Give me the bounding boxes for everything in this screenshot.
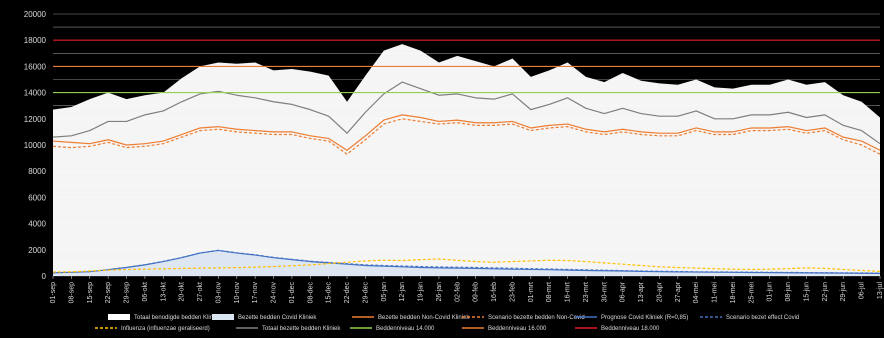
y-tick-label: 14000 [24,89,47,98]
legend-item: Scenario bezette bedden Non-Covid [462,315,585,321]
legend-label: Influenza (influenzae geraliseerd) [121,326,210,332]
x-tick-label: 16-feb [491,282,498,302]
y-tick-label: 8000 [28,167,46,176]
y-tick-label: 18000 [24,36,47,45]
line-series-3 [52,118,881,155]
x-tick-label: 20-okt [179,282,186,302]
x-tick-label: 01-jun [767,282,774,302]
legend-label: Beddenniveau 18.000 [601,326,660,332]
legend-label: Bezette bedden Covid Kliniek [238,315,317,321]
x-tick-label: 18-mei [730,282,737,304]
x-tick-label: 10-nov [234,282,241,304]
legend-item: Beddenniveau 18.000 [575,326,660,332]
line-series [52,39,881,274]
x-tick-label: 15-jun [803,282,810,302]
x-tick-label: 20-apr [656,281,663,302]
x-tick-label: 22-jun [822,282,829,302]
x-tick-label: 22-sep [105,282,112,304]
x-tick-label: 09-feb [473,282,480,302]
x-tick-label: 27-apr [675,281,682,302]
legend-label: Totaal bezette bedden Kliniek [262,326,341,332]
x-axis: 01-sep 08-sep 15-sep 22-sep 29-sep 06-okt 13-o… [50,276,884,303]
area-series-1 [53,250,880,276]
x-tick-label: 23-feb [509,282,516,302]
x-tick-label: 16-mrt [565,282,572,302]
legend: Totaal benodigde bedden Kliniek Bezette b… [95,314,799,332]
x-tick-label: 29-dec [362,282,369,304]
legend-label: Beddenniveau 16.000 [488,326,547,332]
x-tick-label: 01-dec [289,282,296,304]
legend-item: Totaal benodigde bedden Kliniek [108,314,222,321]
legend-item: Bezette bedden Covid Kliniek [212,314,317,321]
x-tick-label: 13-jul [877,282,884,300]
x-tick-label: 13-okt [160,282,167,302]
line-series-5 [52,249,881,274]
legend-label: Beddenniveau 14.000 [376,326,435,332]
legend-item: Totaal bezette bedden Kliniek [236,326,341,332]
x-tick-label: 01-mrt [528,282,535,302]
x-tick-label: 05-jan [381,282,388,302]
y-tick-label: 12000 [24,115,47,124]
x-tick-label: 06-apr [620,281,627,302]
legend-label: Prognose Covid Kliniek (R=0,85) [601,315,688,321]
legend-item: Bezette bedden Non-Covid Kliniek [352,315,470,321]
x-tick-label: 26-jan [436,282,443,302]
x-tick-label: 23-mrt [583,282,590,302]
x-tick-label: 29-jun [840,282,847,302]
y-tick-label: 6000 [28,193,46,202]
x-tick-label: 11-mei [712,282,719,303]
x-tick-label: 19-jan [418,282,425,302]
y-tick-label: 0 [42,272,47,281]
x-tick-label: 15-dec [326,282,333,304]
x-tick-label: 12-jan [399,282,406,302]
y-axis: 0 2000 4000 6000 8000 10000 12000 14000 16000 180… [24,10,47,281]
x-tick-label: 27-okt [197,282,204,302]
y-tick-label: 10000 [24,141,47,150]
x-tick-label: 17-nov [252,282,259,304]
x-tick-label: 13-apr [638,281,645,302]
line-series-7 [52,81,881,145]
x-tick-label: 01-sep [50,282,57,304]
y-tick-label: 2000 [28,246,46,255]
x-tick-label: 22-dec [344,282,351,304]
legend-item: Scenario bezet effect Covid [700,315,799,321]
legend-item: Influenza (influenzae geraliseerd) [95,326,210,332]
y-tick-label: 4000 [28,220,46,229]
legend-swatch [108,314,130,320]
y-tick-label: 20000 [24,10,47,19]
legend-label: Bezette bedden Non-Covid Kliniek [378,315,470,321]
x-tick-label: 08-sep [68,282,75,304]
area-series [53,44,880,276]
legend-item: Beddenniveau 16.000 [462,326,547,332]
legend-item: Prognose Covid Kliniek (R=0,85) [575,315,688,321]
x-tick-label: 24-nov [271,282,278,304]
x-tick-label: 02-feb [454,282,461,302]
x-tick-label: 08-dec [307,282,314,304]
line-series-2 [52,114,881,151]
x-tick-label: 06-jul [859,282,866,300]
x-tick-label: 03-nov [215,282,222,304]
x-tick-label: 30-mrt [601,282,608,302]
x-tick-label: 04-mei [693,282,700,304]
x-tick-label: 25-mei [748,282,755,304]
x-tick-label: 08-mrt [546,282,553,302]
legend-item: Beddenniveau 14.000 [350,326,435,332]
area-series-0 [53,44,880,276]
legend-swatch [212,314,234,320]
y-tick-label: 16000 [24,62,47,71]
x-tick-label: 15-sep [87,282,94,304]
legend-label: Scenario bezette bedden Non-Covid [488,315,585,321]
x-tick-label: 06-okt [142,282,149,302]
x-tick-label: 29-sep [124,282,131,304]
legend-label: Scenario bezet effect Covid [726,315,799,321]
legend-label: Totaal benodigde bedden Kliniek [134,315,222,321]
line-series-6 [52,258,881,273]
x-tick-label: 08-jun [785,282,792,302]
